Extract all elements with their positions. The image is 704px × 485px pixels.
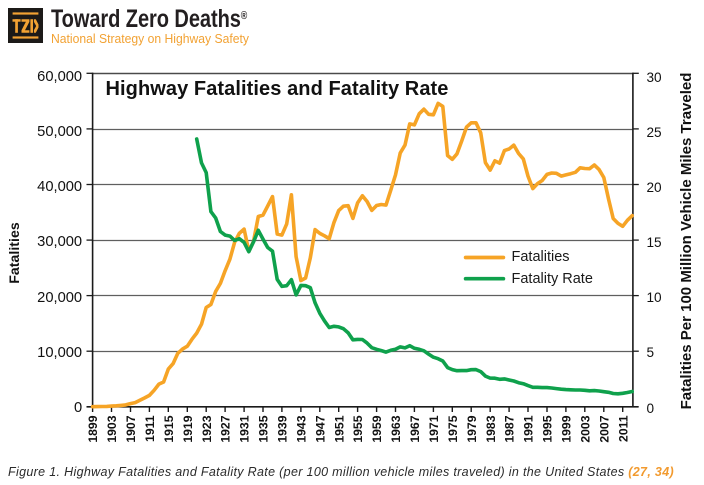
svg-text:1971: 1971 <box>427 415 441 442</box>
svg-text:1923: 1923 <box>200 415 214 442</box>
svg-text:1931: 1931 <box>238 415 252 442</box>
svg-text:1987: 1987 <box>503 415 517 442</box>
svg-text:1939: 1939 <box>276 415 290 442</box>
svg-text:1915: 1915 <box>162 415 176 442</box>
svg-text:1911: 1911 <box>143 415 157 442</box>
svg-text:2003: 2003 <box>578 415 592 442</box>
svg-text:1979: 1979 <box>465 415 479 442</box>
svg-text:1903: 1903 <box>105 415 119 442</box>
svg-text:2007: 2007 <box>597 415 611 442</box>
svg-text:1907: 1907 <box>124 415 138 442</box>
svg-text:1959: 1959 <box>370 415 384 442</box>
svg-text:1983: 1983 <box>484 415 498 442</box>
svg-text:1943: 1943 <box>295 415 309 442</box>
svg-text:1927: 1927 <box>219 415 233 442</box>
svg-text:1995: 1995 <box>541 415 555 442</box>
svg-text:1963: 1963 <box>389 415 403 442</box>
svg-text:1951: 1951 <box>332 415 346 442</box>
svg-text:1955: 1955 <box>351 415 365 442</box>
svg-text:1919: 1919 <box>181 415 195 442</box>
svg-text:1967: 1967 <box>408 415 422 442</box>
svg-text:1947: 1947 <box>313 415 327 442</box>
svg-text:Fatalities Per 100 Million Veh: Fatalities Per 100 Million Vehicle Miles… <box>678 73 695 410</box>
svg-text:1999: 1999 <box>560 415 574 442</box>
svg-text:1975: 1975 <box>446 415 460 442</box>
svg-text:1899: 1899 <box>86 415 100 442</box>
svg-text:1935: 1935 <box>257 415 271 442</box>
svg-text:1991: 1991 <box>522 415 536 442</box>
svg-text:2011: 2011 <box>616 415 630 442</box>
svg-text:Fatalities: Fatalities <box>7 222 23 284</box>
